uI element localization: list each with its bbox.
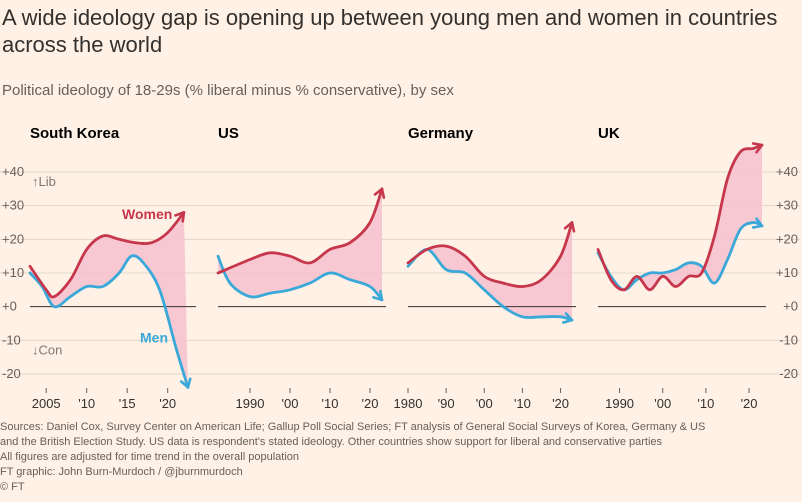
women-line: [28, 211, 186, 299]
gap-area: [598, 145, 762, 290]
panel-title: South Korea: [30, 125, 120, 142]
y-tick-label-left: +10: [2, 265, 24, 280]
men-label: Men: [140, 329, 168, 345]
source-line: FT graphic: John Burn-Murdoch / @jburnmu…: [0, 466, 243, 478]
y-tick-label-right: +30: [776, 198, 798, 213]
men-arrow: [179, 377, 192, 389]
y-tick-label-right: +20: [776, 231, 798, 246]
y-tick-label-left: +40: [2, 164, 24, 179]
y-tick-label-right: +0: [783, 299, 798, 314]
men-arrow: [372, 289, 384, 302]
women-line: [406, 221, 574, 288]
source-notes: Sources: Daniel Cox, Survey Center on Am…: [0, 420, 800, 495]
x-tick-label: '20: [159, 396, 176, 411]
chart-subtitle: Political ideology of 18-29s (% liberal …: [2, 82, 454, 99]
y-tick-label-left: -20: [2, 366, 21, 381]
panel-title: US: [218, 125, 239, 142]
x-tick-label: '90: [438, 396, 455, 411]
con-annotation: ↓Con: [32, 342, 62, 357]
x-tick-label: '10: [322, 396, 339, 411]
women-arrow: [563, 221, 576, 233]
y-tick-label-left: +0: [2, 299, 17, 314]
men-arrow: [751, 217, 764, 229]
x-tick-label: '10: [514, 396, 531, 411]
gap-area: [408, 222, 572, 321]
x-tick-label: '00: [282, 396, 299, 411]
x-tick-label: '10: [697, 396, 714, 411]
y-tick-label-left: +20: [2, 231, 24, 246]
x-tick-label: '20: [362, 396, 379, 411]
source-line: and the British Election Study. US data …: [0, 436, 663, 448]
x-tick-label: '15: [119, 396, 136, 411]
y-tick-label-right: -10: [779, 332, 798, 347]
source-line: All figures are adjusted for time trend …: [0, 451, 300, 463]
women-line: [596, 143, 764, 292]
x-tick-label: '10: [78, 396, 95, 411]
x-tick-label: 1980: [394, 396, 423, 411]
men-arrow: [562, 312, 574, 324]
y-tick-label-right: +40: [776, 164, 798, 179]
women-arrow: [751, 142, 764, 154]
panel-title: UK: [598, 125, 620, 142]
source-line: Sources: Daniel Cox, Survey Center on Am…: [0, 421, 706, 433]
lib-annotation: ↑Lib: [32, 174, 56, 189]
x-tick-label: '20: [741, 396, 758, 411]
gap-area: [30, 212, 188, 388]
x-tick-label: '00: [476, 396, 493, 411]
source-line: © FT: [0, 481, 25, 493]
x-tick-label: 1990: [236, 396, 265, 411]
gap-area: [218, 188, 382, 300]
women-arrow: [174, 211, 186, 223]
women-label: Women: [122, 206, 172, 222]
men-line: [216, 254, 384, 302]
y-tick-label-right: -20: [779, 366, 798, 381]
panel-title: Germany: [408, 125, 474, 142]
y-tick-label-left: +30: [2, 198, 24, 213]
men-line: [28, 254, 190, 389]
y-tick-label-right: +10: [776, 265, 798, 280]
x-tick-label: 1990: [605, 396, 634, 411]
chart-area: +40 +40 +30 +30 +20 +20 +10 +10 +0 +0 -10 -10 -20 -20…: [0, 125, 800, 411]
y-tick-label-left: -10: [2, 332, 21, 347]
women-line: [216, 187, 384, 275]
men-line: [406, 248, 574, 322]
x-tick-label: '00: [654, 396, 671, 411]
women-arrow: [373, 187, 386, 199]
x-tick-label: 2005: [32, 396, 61, 411]
chart-title: A wide ideology gap is opening up betwee…: [2, 5, 778, 57]
x-tick-label: '20: [552, 396, 569, 411]
